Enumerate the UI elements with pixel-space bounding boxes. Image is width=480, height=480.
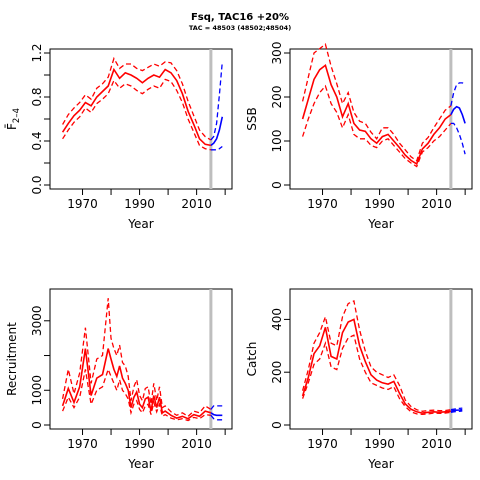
fbar-projection-upper-line <box>210 61 223 141</box>
catch-x-tick-label: 2010 <box>421 437 452 451</box>
recruitment-y-tick-label: 0 <box>30 421 44 429</box>
recruitment-y-axis-label: Recruitment <box>5 322 19 396</box>
catch-y-tick-label: 400 <box>270 308 284 331</box>
ssb-plot-frame <box>289 48 473 190</box>
fbar-projection-median-line <box>210 116 224 147</box>
catch-projection-median-line <box>450 408 463 413</box>
recruitment-projection-median-line <box>210 412 223 417</box>
ssb-upper-bound-line <box>301 43 452 162</box>
recruitment-upper-bound-line <box>61 298 212 418</box>
catch-x-tick-label: 1970 <box>307 437 338 451</box>
fbar-y-tick-label: 0.0 <box>30 175 44 194</box>
panel-fbar: 1970 1990 2010 0.0 0.4 0.8 1.2 Year F̄2–4 <box>5 43 233 231</box>
ssb-y-tick-label: 100 <box>270 130 284 153</box>
fbar-median-line <box>61 67 212 147</box>
recruitment-lower-bound-line <box>61 367 211 422</box>
ssb-x-axis-label: Year <box>367 217 393 231</box>
fbar-x-tick-label: 2010 <box>181 197 212 211</box>
panel-catch: 1970 1990 2010 0 200 400 Year Catch <box>245 288 473 471</box>
recruitment-plot-frame <box>49 288 233 430</box>
recruitment-y-tick-label: 1000 <box>30 375 44 406</box>
ssb-y-tick-label: 200 <box>270 86 284 109</box>
ssb-projection-median-line <box>450 105 466 124</box>
ssb-y-tick-label: 0 <box>270 181 284 189</box>
catch-upper-bound-line <box>301 299 451 412</box>
fbar-y-axis-label-subscript: 2–4 <box>12 108 22 123</box>
recruitment-x-axis-label: Year <box>127 457 153 471</box>
panel-ssb: 1970 1990 2010 0 100 200 300 Year SSB <box>245 42 473 231</box>
figure-subtitle: TAC = 48503 (48502;48504) <box>189 24 291 32</box>
panel-recruitment: 1970 1990 2010 0 1000 3000 Year Recruitment <box>5 288 233 471</box>
fbar-x-axis-label: Year <box>127 217 153 231</box>
catch-x-tick-label: 1990 <box>364 437 395 451</box>
recruitment-y-tick-label: 3000 <box>30 306 44 337</box>
catch-projection-upper-line <box>450 407 463 411</box>
fbar-x-tick-label: 1990 <box>124 197 155 211</box>
ssb-projection-upper-line <box>450 82 466 106</box>
ssb-y-axis-label: SSB <box>245 107 259 130</box>
ssb-lower-bound-line <box>301 84 452 168</box>
recruitment-x-tick-label: 1970 <box>67 437 98 451</box>
fbar-projection-lower-line <box>210 145 223 151</box>
fbar-x-tick-label: 1970 <box>67 197 98 211</box>
fbar-y-axis-label: F̄2–4 <box>5 108 22 130</box>
fbar-y-tick-label: 1.2 <box>30 43 44 62</box>
recruitment-median-line <box>61 348 212 420</box>
fbar-lower-bound-line <box>62 78 212 151</box>
recruitment-x-tick-label: 2010 <box>181 437 212 451</box>
ssb-x-tick-label: 1990 <box>364 197 395 211</box>
fbar-y-tick-label: 0.8 <box>30 87 44 106</box>
ssb-x-tick-label: 2010 <box>421 197 452 211</box>
catch-y-tick-label: 0 <box>270 421 284 429</box>
catch-projection-lower-line <box>450 410 463 413</box>
catch-lower-bound-line <box>301 334 451 416</box>
catch-x-axis-label: Year <box>367 457 393 471</box>
catch-median-line <box>301 318 451 414</box>
ssb-median-line <box>301 63 452 166</box>
recruitment-x-tick-label: 1990 <box>124 437 155 451</box>
catch-y-tick-label: 200 <box>270 361 284 384</box>
ssb-x-tick-label: 1970 <box>307 197 338 211</box>
catch-plot-frame <box>289 288 473 430</box>
ssb-projection-lower-line <box>450 122 466 155</box>
recruitment-projection-upper-line <box>210 405 223 410</box>
figure-title: Fsq, TAC16 +20% <box>191 12 289 23</box>
catch-y-axis-label: Catch <box>245 342 259 377</box>
recruitment-projection-lower-line <box>210 414 223 421</box>
fbar-y-tick-label: 0.4 <box>30 131 44 150</box>
ssb-y-tick-label: 300 <box>270 42 284 65</box>
fbar-upper-bound-line <box>62 56 212 141</box>
